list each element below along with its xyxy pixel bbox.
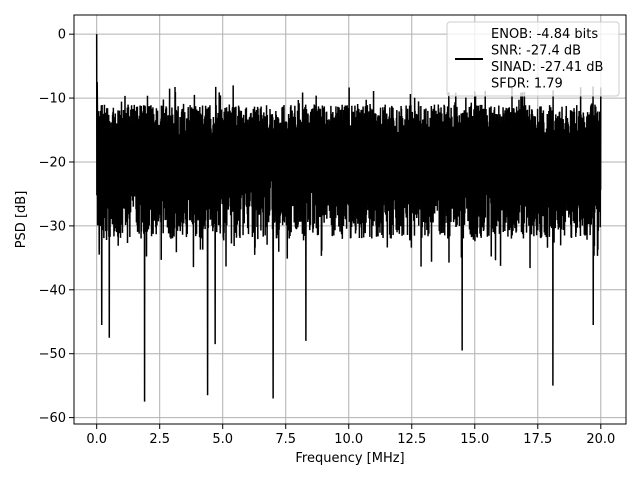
- x-tick-label: 0.0: [86, 432, 107, 447]
- y-axis-label: PSD [dB]: [14, 191, 29, 249]
- y-tick-label: −20: [39, 155, 66, 170]
- y-axis-ticks: 0 −10 −20 −30 −40 −50 −60: [39, 28, 74, 426]
- legend-sinad: SINAD: -27.41 dB: [491, 60, 603, 75]
- legend: ENOB: -4.84 bits SNR: -27.4 dB SINAD: -2…: [446, 21, 620, 97]
- x-axis-ticks: 0.0 2.5 5.0 7.5 10.0 12.5 15.0 17.5 20.0: [86, 424, 615, 447]
- y-tick-label: −40: [39, 283, 66, 298]
- x-tick-label: 20.0: [586, 432, 615, 447]
- plot-area: [95, 34, 602, 402]
- y-tick-label: −30: [39, 219, 66, 234]
- legend-enob: ENOB: -4.84 bits: [491, 27, 598, 42]
- legend-sfdr: SFDR: 1.79: [491, 77, 563, 92]
- x-tick-label: 15.0: [460, 432, 489, 447]
- legend-box: [446, 21, 620, 97]
- x-tick-label: 2.5: [149, 432, 170, 447]
- axes-frame: [73, 14, 627, 425]
- x-tick-label: 17.5: [523, 432, 552, 447]
- x-tick-label: 12.5: [397, 432, 426, 447]
- legend-snr: SNR: -27.4 dB: [491, 44, 581, 59]
- x-axis-label: Frequency [MHz]: [295, 451, 404, 466]
- y-tick-label: 0: [58, 28, 66, 43]
- x-tick-label: 10.0: [334, 432, 363, 447]
- x-tick-label: 5.0: [212, 432, 233, 447]
- x-tick-label: 7.5: [275, 432, 296, 447]
- y-tick-label: −60: [39, 411, 66, 426]
- psd-series-line: [95, 34, 602, 402]
- y-tick-label: −50: [39, 347, 66, 362]
- y-tick-label: −10: [39, 92, 66, 107]
